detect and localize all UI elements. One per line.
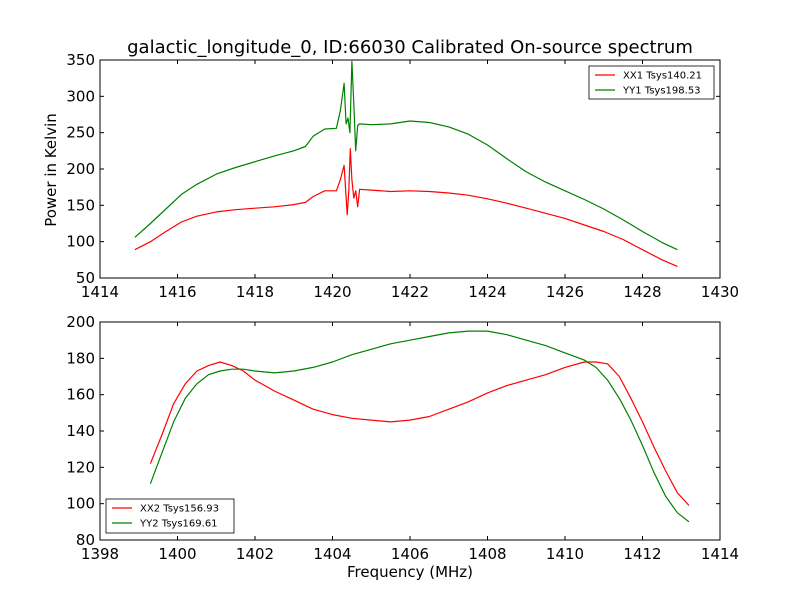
y-tick-label: 140 (66, 422, 95, 440)
y-tick-label: 150 (66, 196, 95, 214)
y-tick-label: 80 (76, 531, 95, 549)
bottom-legend: XX2 Tsys156.93 YY2 Tsys169.61 (105, 498, 235, 534)
x-tick-label: 1424 (468, 283, 506, 301)
legend-box (588, 65, 715, 100)
y-tick-label: 100 (66, 233, 95, 251)
y-tick-label: 120 (66, 458, 95, 476)
y-tick-label: 50 (76, 269, 95, 287)
legend-label: XX2 Tsys156.93 (140, 504, 219, 515)
legend-label: XX1 Tsys140.21 (623, 71, 702, 82)
series-line-bottom-1 (149, 361, 690, 506)
x-tick-label: 1406 (391, 545, 429, 563)
x-tick-label: 1418 (236, 283, 274, 301)
x-tick-label: 1414 (81, 283, 119, 301)
x-tick-label: 1410 (546, 545, 584, 563)
x-tick-label: 1420 (313, 283, 351, 301)
x-tick-label: 1430 (701, 283, 739, 301)
chart-title: galactic_longitude_0, ID:66030 Calibrate… (127, 37, 693, 58)
legend-label: YY1 Tsys198.53 (622, 86, 701, 97)
bottom-panel: 1398 1400 1402 1404 1406 1408 1410 1412 1414 80 10… (66, 313, 739, 563)
y-tick-label: 100 (66, 495, 95, 513)
y-tick-label: 250 (66, 124, 95, 142)
x-tick-label: 1408 (468, 545, 506, 563)
x-tick-label: 1414 (701, 545, 739, 563)
series-line-top-2 (134, 60, 678, 251)
y-tick-label: 180 (66, 349, 95, 367)
series-line-bottom-2 (149, 330, 690, 523)
x-tick-label: 1422 (391, 283, 429, 301)
x-tick-label: 1398 (81, 545, 119, 563)
y-tick-label: 300 (66, 87, 95, 105)
y-tick-label: 200 (66, 160, 95, 178)
x-tick-label: 1428 (623, 283, 661, 301)
bottom-x-axis-label: Frequency (MHz) (347, 563, 473, 581)
legend-box (105, 498, 235, 534)
top-legend: XX1 Tsys140.21 YY1 Tsys198.53 (588, 65, 715, 100)
x-tick-label: 1404 (313, 545, 351, 563)
legend-label: YY2 Tsys169.61 (139, 519, 218, 530)
y-tick-label: 160 (66, 386, 95, 404)
x-tick-label: 1400 (158, 545, 196, 563)
y-tick-label: 200 (66, 313, 95, 331)
y-tick-label: 350 (66, 51, 95, 69)
x-tick-label: 1402 (236, 545, 274, 563)
x-tick-label: 1416 (158, 283, 196, 301)
x-tick-label: 1426 (546, 283, 584, 301)
series-line-top-1 (134, 148, 678, 267)
top-panel: 1414 1416 1418 1420 1422 1424 1426 1428 1430 50 10… (66, 51, 739, 301)
top-y-axis-label: Power in Kelvin (42, 113, 60, 227)
x-tick-label: 1412 (623, 545, 661, 563)
